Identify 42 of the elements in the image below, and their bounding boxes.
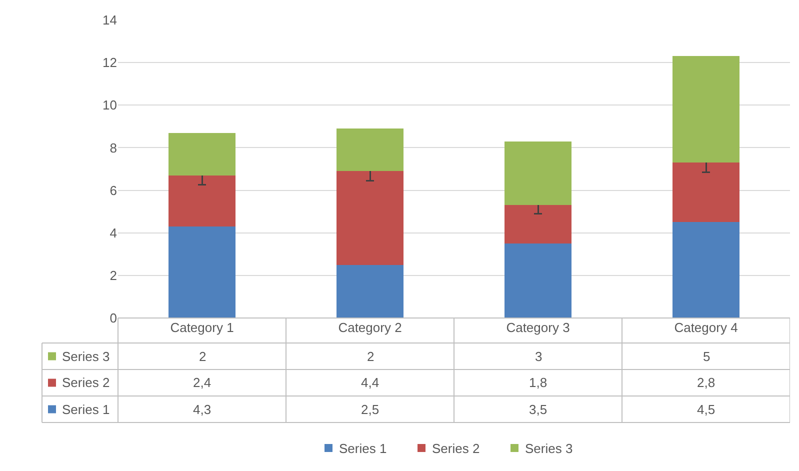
- bar: [504, 244, 572, 318]
- x-tick-label: Category 3: [506, 320, 570, 335]
- bar: [336, 264, 404, 318]
- data-label: 2,4: [193, 375, 212, 390]
- legend-label: Series 1: [62, 402, 110, 417]
- bar: [336, 128, 404, 172]
- y-tick-label: 12: [102, 55, 117, 70]
- y-tick-label: 4: [110, 225, 117, 240]
- data-label: 3,5: [529, 402, 548, 417]
- data-label: 2,8: [697, 375, 716, 390]
- bar: [168, 175, 236, 226]
- data-label: 1,8: [529, 375, 548, 390]
- y-tick-label: 10: [102, 98, 117, 113]
- bar: [336, 171, 404, 265]
- data-label: 2: [199, 349, 206, 364]
- bar: [672, 162, 740, 222]
- text: Series 1: [339, 441, 387, 456]
- bar: [672, 56, 740, 163]
- bar: [504, 141, 572, 206]
- data-label: 4,4: [361, 375, 380, 390]
- y-tick-label: 14: [102, 12, 117, 28]
- y-tick-label: 6: [110, 182, 117, 198]
- data-label: 5: [703, 349, 710, 364]
- data-label: 2,5: [361, 402, 380, 417]
- data-label: 2: [367, 349, 374, 364]
- bar: [168, 132, 236, 176]
- y-tick-label: 8: [110, 140, 117, 156]
- text: Series 2: [432, 441, 480, 456]
- y-tick-label: 2: [110, 268, 117, 283]
- y-tick-label: 0: [110, 310, 117, 326]
- x-tick-label: Category 4: [674, 320, 738, 335]
- x-tick-label: Category 2: [338, 320, 402, 335]
- bar: [168, 226, 236, 318]
- bar: [504, 205, 572, 244]
- data-label: 3: [535, 349, 542, 364]
- legend-label: Series 2: [62, 375, 110, 390]
- legend-label: Series 3: [62, 349, 110, 364]
- x-tick-label: Category 1: [170, 320, 234, 335]
- text: Series 3: [525, 441, 573, 456]
- data-label: 4,3: [193, 402, 212, 417]
- bar: [672, 222, 740, 318]
- data-label: 4,5: [697, 402, 716, 417]
